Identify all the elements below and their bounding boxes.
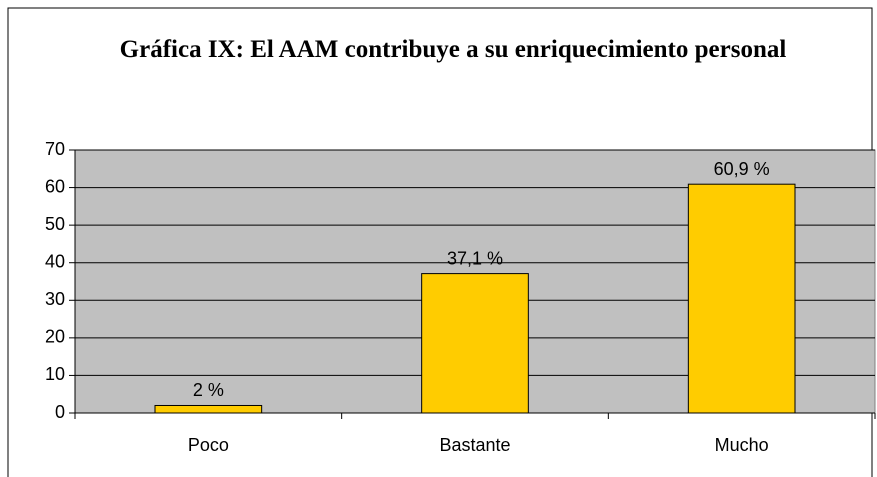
bar bbox=[687, 183, 796, 414]
data-label: 37,1 % bbox=[447, 248, 503, 268]
y-tick-label: 10 bbox=[45, 364, 65, 384]
bar bbox=[421, 273, 529, 414]
y-tick-label: 50 bbox=[45, 214, 65, 234]
data-label: 60,9 % bbox=[714, 159, 770, 179]
y-tick-label: 40 bbox=[45, 251, 65, 271]
x-tick-label: Mucho bbox=[715, 435, 769, 455]
y-tick-label: 60 bbox=[45, 176, 65, 196]
y-tick-label: 0 bbox=[55, 402, 65, 422]
y-tick-label: 20 bbox=[45, 327, 65, 347]
bar bbox=[154, 404, 263, 414]
x-tick-label: Bastante bbox=[439, 435, 510, 455]
data-label: 2 % bbox=[193, 380, 224, 400]
y-tick-label: 30 bbox=[45, 289, 65, 309]
x-tick-label: Poco bbox=[188, 435, 229, 455]
chart-title: Gráfica IX: El AAM contribuye a su enriq… bbox=[119, 36, 787, 63]
y-tick-label: 70 bbox=[45, 139, 65, 159]
